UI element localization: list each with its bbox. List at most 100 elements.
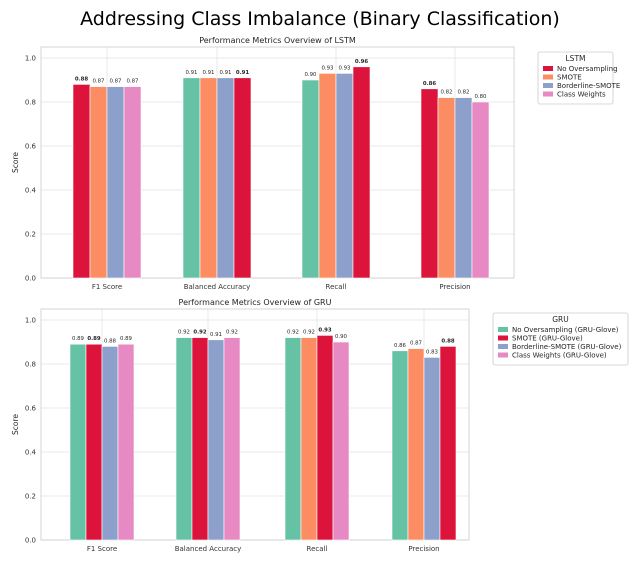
- chart1-bar: [471, 101, 490, 279]
- chart1-data-label: 0.87: [92, 79, 104, 85]
- chart1-y-axis-label: Score: [11, 152, 20, 173]
- chart1-data-label: 0.90: [304, 72, 317, 78]
- chart2-bar: [332, 341, 350, 541]
- chart1-y-tick-label: 1.0: [25, 55, 36, 63]
- chart1-data-label: 0.82: [440, 90, 452, 96]
- chart2-data-label: 0.92: [303, 330, 315, 336]
- chart1-data-label: 0.80: [474, 94, 487, 100]
- chart2-bar: [300, 337, 318, 541]
- chart1-data-label: 0.82: [457, 90, 469, 96]
- chart2-data-label: 0.88: [441, 338, 455, 344]
- chart1-legend-swatch: [543, 74, 553, 80]
- chart1-bar: [123, 86, 142, 279]
- chart2-y-tick-label: 0.6: [25, 405, 37, 413]
- chart2-bar: [117, 343, 135, 541]
- chart1-bar: [335, 73, 354, 279]
- chart2-bar: [316, 335, 334, 541]
- chart2-legend-entry: No Oversampling (GRU-Glove): [512, 326, 619, 334]
- chart2-legend-swatch: [498, 344, 508, 349]
- chart1-legend-entry: SMOTE: [557, 74, 582, 82]
- chart2-data-label: 0.90: [335, 334, 348, 340]
- chart2-legend-entry: Class Weights (GRU-Glove): [512, 352, 607, 360]
- chart1-data-label: 0.86: [423, 81, 437, 87]
- chart1-data-label: 0.91: [202, 70, 214, 76]
- chart1-bar: [318, 73, 337, 279]
- chart2-data-label: 0.89: [87, 336, 101, 342]
- chart1-data-label: 0.87: [126, 79, 138, 85]
- chart1-data-label: 0.88: [75, 76, 89, 82]
- chart2-y-tick-label: 0.2: [25, 493, 36, 501]
- chart1-title: Performance Metrics Overview of LSTM: [199, 36, 356, 45]
- chart2-data-label: 0.87: [410, 341, 422, 347]
- chart2-bar: [101, 346, 119, 541]
- chart1-bar: [106, 86, 125, 279]
- chart2-legend-entry: Borderline-SMOTE (GRU-Glove): [512, 343, 622, 351]
- chart1-y-tick-label: 0.4: [25, 187, 37, 195]
- chart1-legend-entry: Class Weights: [557, 91, 606, 99]
- chart2-x-tick-label: Precision: [408, 545, 439, 553]
- chart1-legend-box: [537, 51, 614, 105]
- chart2-bar: [175, 337, 193, 541]
- chart1-data-label: 0.96: [355, 59, 369, 65]
- chart2-y-axis-label: Score: [11, 414, 20, 435]
- chart2-bar: [207, 339, 225, 541]
- chart1-bar: [216, 77, 235, 279]
- chart2-data-label: 0.89: [120, 336, 133, 342]
- chart1-y-tick-label: 0.0: [25, 275, 36, 283]
- chart2-data-label: 0.92: [287, 330, 299, 336]
- chart1-bar: [182, 77, 201, 279]
- chart1-bar: [72, 84, 91, 279]
- chart1-plot-frame: [40, 46, 515, 279]
- chart2-y-tick-label: 0.0: [25, 537, 36, 545]
- chart2-x-tick-label: Balanced Accuracy: [175, 545, 242, 553]
- chart2-legend-swatch: [498, 335, 508, 341]
- chart1-legend-swatch: [543, 83, 553, 88]
- chart2-data-label: 0.86: [394, 343, 407, 349]
- chart2-data-label: 0.92: [193, 330, 207, 336]
- chart2-y-tick-label: 0.8: [25, 361, 36, 369]
- chart2-bar: [191, 337, 209, 541]
- chart1-data-label: 0.91: [236, 70, 250, 76]
- chart1-legend-entry: Borderline-SMOTE: [557, 82, 620, 90]
- chart2-y-tick-label: 0.4: [25, 449, 37, 457]
- chart1-bar: [420, 88, 439, 279]
- chart2-bar: [439, 346, 457, 541]
- figure-title: Addressing Class Imbalance (Binary Class…: [80, 8, 560, 30]
- chart1-y-tick-label: 0.6: [25, 143, 37, 151]
- chart2-legend-swatch: [498, 327, 508, 332]
- chart2-data-label: 0.83: [426, 349, 438, 355]
- chart-panels: 0.0 0.2 0.4 0.6 0.8 1.0 Performance Metrics Ov…: [11, 36, 629, 553]
- chart2-plot-frame: [40, 308, 470, 541]
- chart2-bar: [284, 337, 302, 541]
- chart2-data-label: 0.92: [178, 330, 190, 336]
- chart2-bar: [69, 343, 87, 541]
- chart2-panel: 0.0 0.2 0.4 0.6 0.8 1.0 Performance Metrics Ov…: [11, 298, 629, 553]
- chart2-bar: [85, 343, 103, 541]
- chart2-legend-box: [492, 312, 629, 366]
- chart2-x-tick-label: Recall: [307, 545, 328, 553]
- chart1-y-tick-label: 0.8: [25, 99, 36, 107]
- chart2-data-label: 0.88: [104, 338, 117, 344]
- chart2-bar: [407, 348, 425, 541]
- chart2-data-label: 0.92: [226, 330, 238, 336]
- chart1-data-label: 0.93: [338, 65, 350, 71]
- chart2-legend-title: GRU: [552, 315, 569, 324]
- chart1-data-label: 0.87: [109, 79, 121, 85]
- chart1-bar: [454, 97, 473, 279]
- chart1-data-label: 0.93: [321, 65, 333, 71]
- chart2-bar: [391, 350, 409, 541]
- chart1-y-tick-label: 0.2: [25, 231, 36, 239]
- chart1-x-tick-label: Recall: [326, 283, 347, 291]
- chart2-x-tick-label: F1 Score: [87, 545, 117, 553]
- chart1-data-label: 0.91: [185, 70, 197, 76]
- chart2-legend: GRU No Oversampling (GRU-Glove)SMOTE (GRU…: [492, 312, 629, 366]
- chart1-bar: [89, 86, 108, 279]
- chart1-bar: [352, 66, 371, 279]
- chart2-title: Performance Metrics Overview of GRU: [179, 298, 332, 307]
- chart2-legend-entry: SMOTE (GRU-Glove): [512, 335, 583, 343]
- chart1-x-tick-label: F1 Score: [92, 283, 122, 291]
- chart1-bar: [437, 97, 456, 279]
- chart2-bar: [223, 337, 241, 541]
- chart2-bar: [423, 357, 441, 541]
